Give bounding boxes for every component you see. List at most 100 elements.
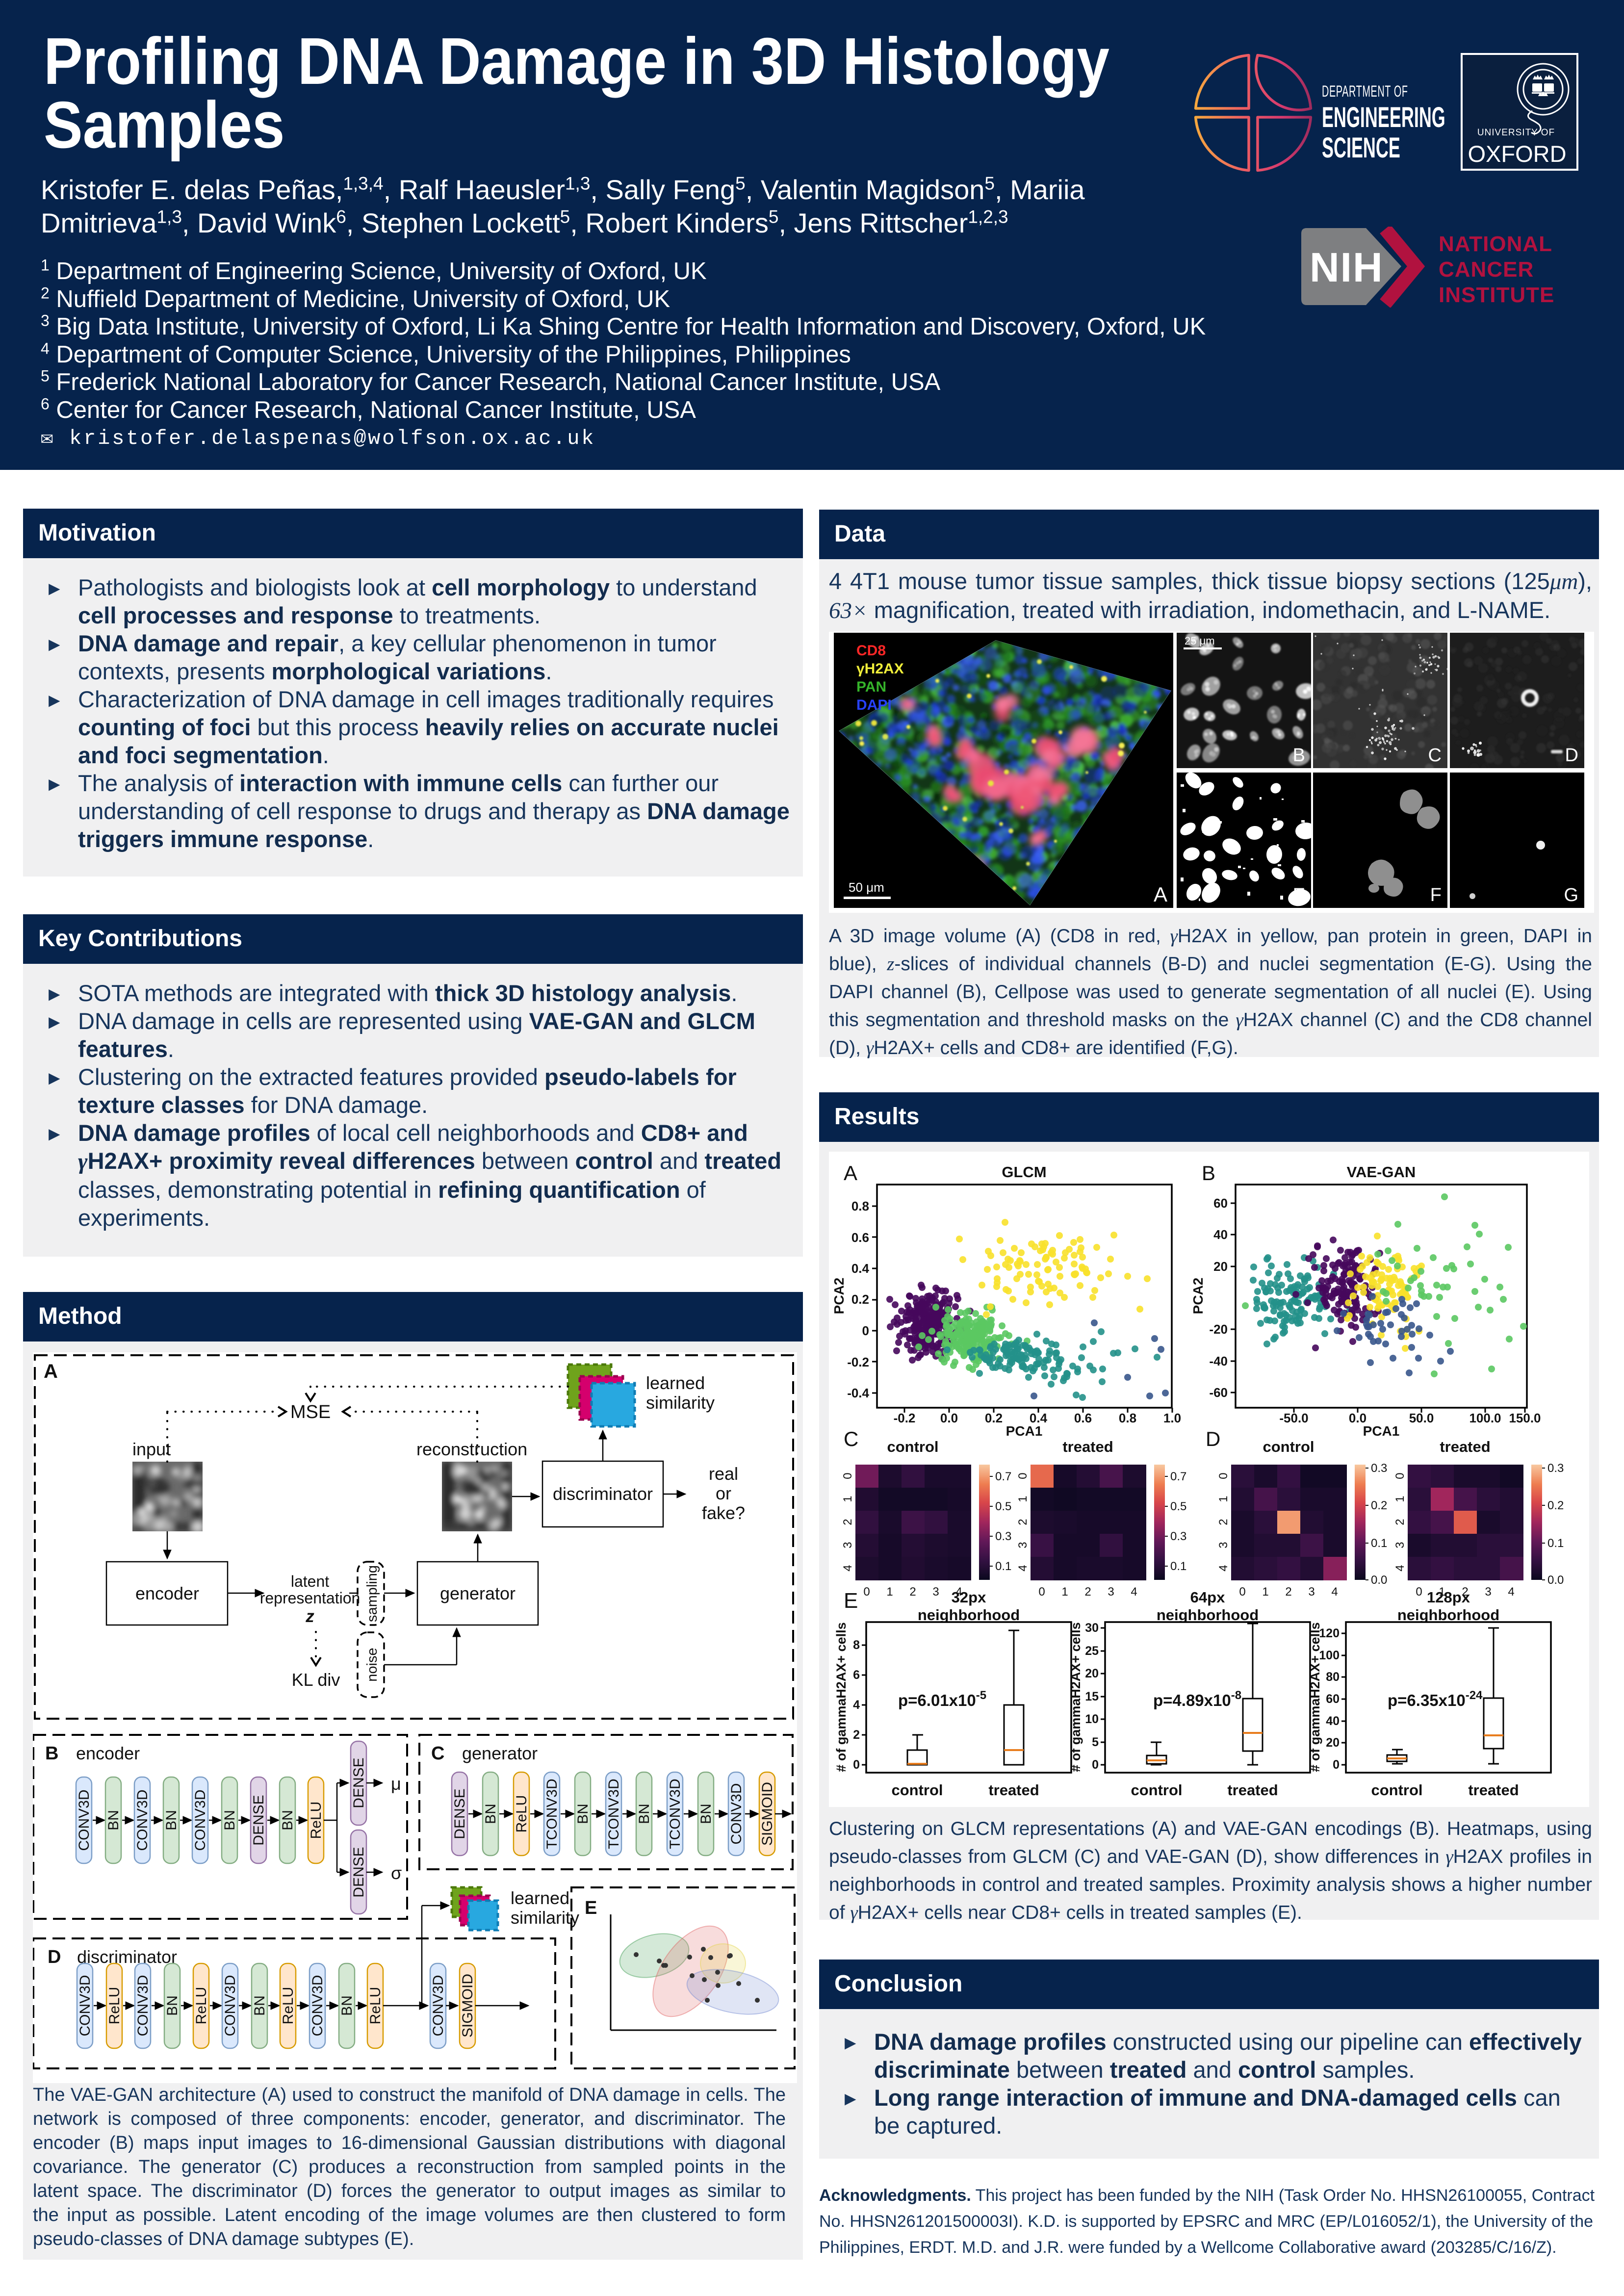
svg-text:p=6.01x10-5: p=6.01x10-5: [898, 1689, 986, 1709]
svg-text:CONV3D: CONV3D: [77, 1975, 93, 2036]
svg-text:0.4: 0.4: [1030, 1411, 1048, 1425]
svg-text:0: 0: [1393, 1472, 1407, 1479]
svg-text:3: 3: [1393, 1542, 1407, 1548]
svg-text:20: 20: [1326, 1736, 1340, 1750]
svg-text:3: 3: [1485, 1585, 1491, 1599]
svg-text:control: control: [1131, 1781, 1182, 1799]
svg-text:VAE-GAN: VAE-GAN: [1347, 1163, 1416, 1181]
svg-text:0: 0: [1217, 1472, 1230, 1479]
svg-text:encoder: encoder: [76, 1743, 140, 1763]
svg-text:CD8: CD8: [856, 643, 886, 659]
svg-text:sampling: sampling: [364, 1565, 380, 1622]
svg-text:control: control: [891, 1781, 943, 1799]
svg-text:64px: 64px: [1190, 1589, 1225, 1606]
svg-text:CONV3D: CONV3D: [76, 1789, 92, 1851]
svg-text:CONV3D: CONV3D: [309, 1975, 326, 2036]
svg-text:0: 0: [1038, 1585, 1045, 1599]
svg-text:F: F: [1430, 885, 1442, 905]
svg-text:4: 4: [1393, 1565, 1407, 1571]
svg-text:B: B: [1293, 745, 1305, 766]
svg-text:0: 0: [853, 1758, 860, 1772]
svg-text:0.5: 0.5: [1170, 1500, 1186, 1513]
svg-text:BN: BN: [280, 1810, 296, 1831]
svg-text:4: 4: [1508, 1585, 1514, 1599]
svg-text:CONV3D: CONV3D: [134, 1789, 151, 1851]
svg-text:3: 3: [1308, 1585, 1315, 1599]
svg-text:40: 40: [1326, 1714, 1340, 1728]
svg-text:25 μm: 25 μm: [1185, 635, 1215, 647]
svg-text:neighborhood: neighborhood: [1397, 1606, 1499, 1624]
svg-text:1: 1: [841, 1496, 854, 1502]
svg-text:2: 2: [853, 1728, 860, 1742]
svg-text:D: D: [1206, 1427, 1220, 1450]
svg-text:10: 10: [1085, 1712, 1099, 1726]
svg-text:CONV3D: CONV3D: [728, 1783, 745, 1844]
svg-text:A: A: [44, 1361, 58, 1382]
svg-text:0.0: 0.0: [940, 1411, 958, 1425]
svg-text:KL div: KL div: [292, 1670, 340, 1690]
svg-text:2: 2: [841, 1519, 854, 1525]
svg-text:1: 1: [886, 1585, 893, 1599]
svg-text:0.6: 0.6: [851, 1230, 869, 1245]
svg-text:15: 15: [1085, 1690, 1099, 1703]
svg-text:2: 2: [1393, 1519, 1407, 1525]
svg-text:noise: noise: [364, 1648, 380, 1681]
svg-text:-40: -40: [1209, 1354, 1228, 1368]
svg-text:4: 4: [853, 1698, 860, 1712]
svg-text:3: 3: [932, 1585, 939, 1599]
svg-text:25: 25: [1085, 1644, 1099, 1658]
svg-text:4: 4: [1016, 1565, 1030, 1571]
svg-text:discriminator: discriminator: [77, 1947, 177, 1967]
svg-text:0.8: 0.8: [1119, 1411, 1136, 1425]
svg-text:p=6.35x10-24: p=6.35x10-24: [1388, 1689, 1483, 1709]
svg-text:1.0: 1.0: [1163, 1411, 1181, 1425]
svg-text:ReLU: ReLU: [193, 1987, 209, 2025]
svg-text:BN: BN: [222, 1810, 238, 1831]
svg-text:SIGMOID: SIGMOID: [460, 1974, 476, 2038]
svg-text:NIH: NIH: [1310, 244, 1384, 290]
svg-text:ReLU: ReLU: [514, 1795, 530, 1833]
svg-text:-0.2: -0.2: [847, 1355, 869, 1369]
svg-text:treated: treated: [1440, 1438, 1490, 1455]
svg-text:GLCM: GLCM: [1002, 1163, 1046, 1181]
svg-text:0: 0: [1416, 1585, 1422, 1599]
svg-text:BN: BN: [636, 1804, 652, 1824]
svg-text:4: 4: [955, 1585, 962, 1599]
svg-text:0: 0: [1333, 1758, 1340, 1772]
svg-text:BN: BN: [163, 1810, 180, 1831]
svg-text:MSE: MSE: [290, 1402, 331, 1422]
svg-text:0.2: 0.2: [985, 1411, 1003, 1425]
svg-text:0.0: 0.0: [1547, 1574, 1564, 1587]
svg-text:control: control: [1371, 1781, 1422, 1799]
svg-text:neighborhood: neighborhood: [918, 1606, 1020, 1624]
svg-text:0.6: 0.6: [1074, 1411, 1092, 1425]
svg-text:2: 2: [1462, 1585, 1468, 1599]
svg-text:60: 60: [1326, 1692, 1340, 1706]
svg-text:0.8: 0.8: [851, 1199, 869, 1213]
svg-text:A: A: [844, 1161, 857, 1185]
svg-text:UNIVERSITY OF: UNIVERSITY OF: [1477, 128, 1555, 138]
svg-text:INSTITUTE: INSTITUTE: [1439, 283, 1554, 307]
svg-text:0: 0: [1092, 1758, 1099, 1772]
svg-text:ReLU: ReLU: [280, 1987, 296, 2025]
svg-text:0.2: 0.2: [1371, 1499, 1387, 1512]
svg-text:-20: -20: [1209, 1322, 1228, 1337]
svg-text:0.4: 0.4: [851, 1261, 870, 1276]
svg-text:input: input: [132, 1439, 171, 1459]
svg-text:PAN: PAN: [856, 679, 886, 695]
svg-text:latent: latent: [291, 1573, 329, 1590]
svg-text:D: D: [1565, 745, 1578, 766]
svg-text:μ: μ: [391, 1774, 401, 1794]
svg-text:B: B: [45, 1743, 58, 1764]
svg-text:0.3: 0.3: [1371, 1462, 1387, 1475]
svg-text:1: 1: [1217, 1496, 1230, 1502]
svg-text:discriminator: discriminator: [553, 1484, 653, 1504]
svg-text:0.1: 0.1: [995, 1560, 1011, 1573]
svg-text:8: 8: [853, 1638, 860, 1652]
svg-text:0.1: 0.1: [1547, 1537, 1564, 1550]
svg-text:γH2AX: γH2AX: [856, 661, 904, 677]
svg-text:0.1: 0.1: [1371, 1537, 1387, 1550]
svg-text:3: 3: [841, 1542, 854, 1548]
svg-text:treated: treated: [988, 1781, 1039, 1799]
svg-text:0.7: 0.7: [995, 1470, 1011, 1483]
